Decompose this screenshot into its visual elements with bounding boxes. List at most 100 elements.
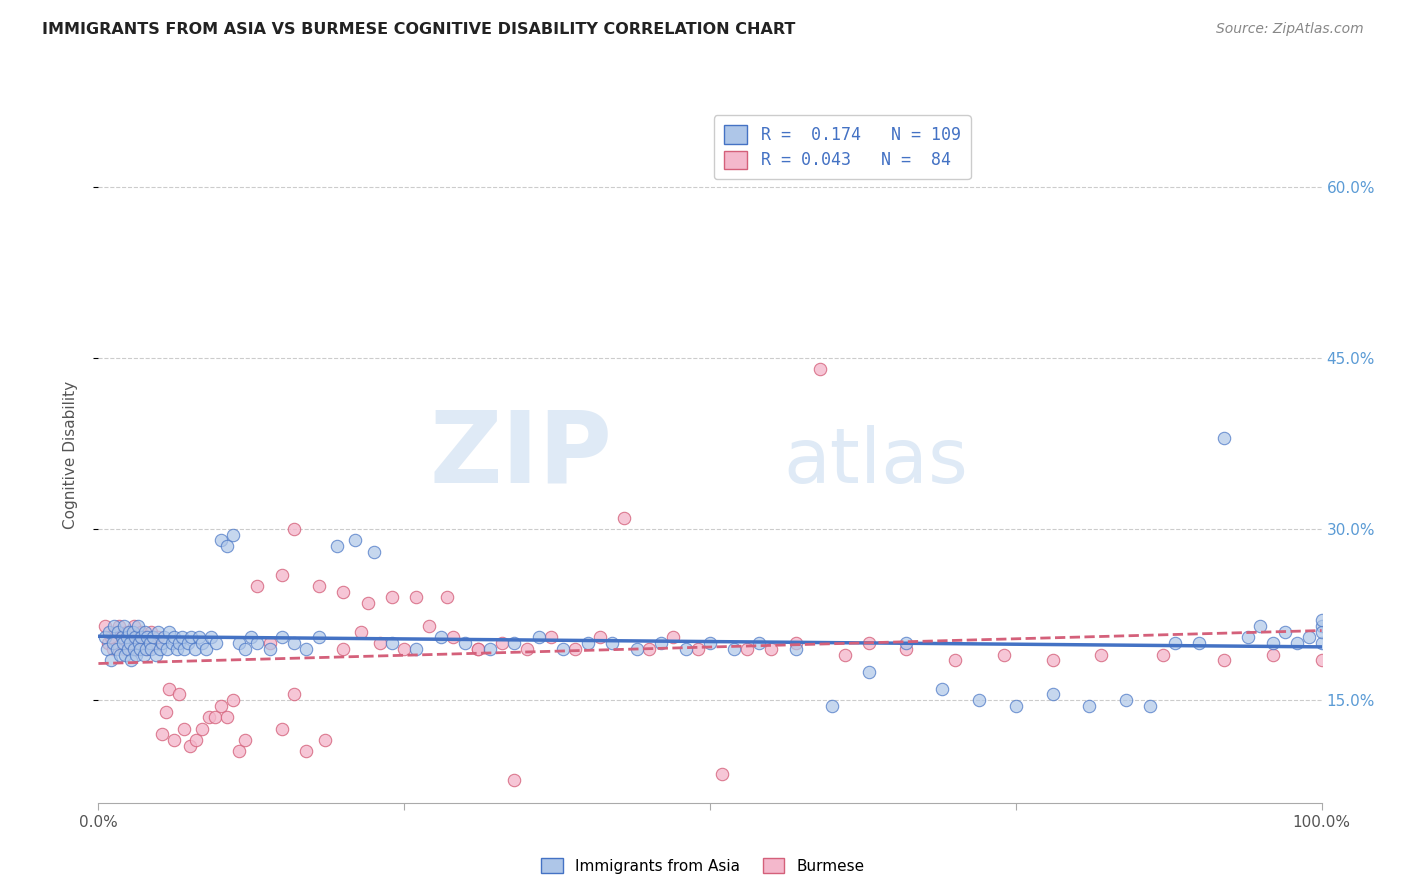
Point <box>132 648 155 662</box>
Point <box>858 665 880 679</box>
Point <box>1139 698 1161 713</box>
Point <box>1090 648 1112 662</box>
Point <box>204 710 226 724</box>
Point <box>132 631 155 645</box>
Point <box>155 705 177 719</box>
Point <box>436 591 458 605</box>
Point <box>157 681 180 696</box>
Point <box>1212 431 1234 445</box>
Point <box>1164 636 1187 650</box>
Point <box>110 648 132 662</box>
Point <box>215 539 238 553</box>
Point <box>122 641 145 656</box>
Point <box>1261 648 1284 662</box>
Point <box>553 641 575 656</box>
Point <box>1212 653 1234 667</box>
Point <box>1310 636 1333 650</box>
Point <box>270 567 294 582</box>
Point <box>228 636 250 650</box>
Point <box>368 636 391 650</box>
Point <box>467 641 489 656</box>
Point <box>699 636 721 650</box>
Point <box>129 624 152 639</box>
Point <box>441 631 464 645</box>
Point <box>111 636 134 650</box>
Point <box>564 641 586 656</box>
Point <box>143 636 166 650</box>
Point <box>344 533 367 548</box>
Point <box>1152 648 1174 662</box>
Point <box>167 636 190 650</box>
Point <box>1078 698 1101 713</box>
Point <box>118 624 141 639</box>
Text: atlas: atlas <box>783 425 969 499</box>
Point <box>1298 631 1320 645</box>
Point <box>145 648 167 662</box>
Point <box>195 641 218 656</box>
Point <box>1310 613 1333 627</box>
Point <box>115 624 138 639</box>
Point <box>350 624 373 639</box>
Point <box>93 619 115 633</box>
Point <box>467 641 489 656</box>
Point <box>240 631 263 645</box>
Point <box>156 641 179 656</box>
Point <box>1286 636 1309 650</box>
Point <box>117 641 139 656</box>
Point <box>1310 624 1333 639</box>
Point <box>139 641 162 656</box>
Point <box>108 619 131 633</box>
Point <box>124 631 146 645</box>
Point <box>139 624 162 639</box>
Point <box>858 636 880 650</box>
Point <box>515 641 537 656</box>
Point <box>163 631 186 645</box>
Point <box>259 641 281 656</box>
Point <box>650 636 672 650</box>
Point <box>101 636 124 650</box>
Point <box>943 653 966 667</box>
Point <box>118 631 141 645</box>
Point <box>894 641 917 656</box>
Point <box>308 579 330 593</box>
Point <box>1274 624 1296 639</box>
Point <box>723 641 745 656</box>
Point <box>332 641 354 656</box>
Point <box>894 636 917 650</box>
Point <box>308 631 330 645</box>
Point <box>101 641 124 656</box>
Point <box>125 641 148 656</box>
Point <box>179 739 201 753</box>
Point <box>98 624 121 639</box>
Point <box>527 631 550 645</box>
Point <box>191 636 214 650</box>
Point <box>173 641 195 656</box>
Point <box>405 591 427 605</box>
Point <box>283 522 305 536</box>
Point <box>209 698 232 713</box>
Point <box>128 636 150 650</box>
Point <box>821 698 844 713</box>
Point <box>785 636 807 650</box>
Point <box>270 631 294 645</box>
Point <box>120 636 142 650</box>
Point <box>128 631 150 645</box>
Point <box>576 636 599 650</box>
Point <box>1310 619 1333 633</box>
Point <box>748 636 770 650</box>
Point <box>142 631 165 645</box>
Point <box>122 619 145 633</box>
Point <box>1004 698 1026 713</box>
Point <box>107 624 129 639</box>
Point <box>931 681 953 696</box>
Point <box>1042 688 1064 702</box>
Point <box>186 733 208 747</box>
Point <box>503 636 526 650</box>
Point <box>381 636 404 650</box>
Point <box>135 641 157 656</box>
Point <box>103 619 125 633</box>
Point <box>120 653 142 667</box>
Point <box>139 636 162 650</box>
Point <box>246 579 269 593</box>
Point <box>430 631 453 645</box>
